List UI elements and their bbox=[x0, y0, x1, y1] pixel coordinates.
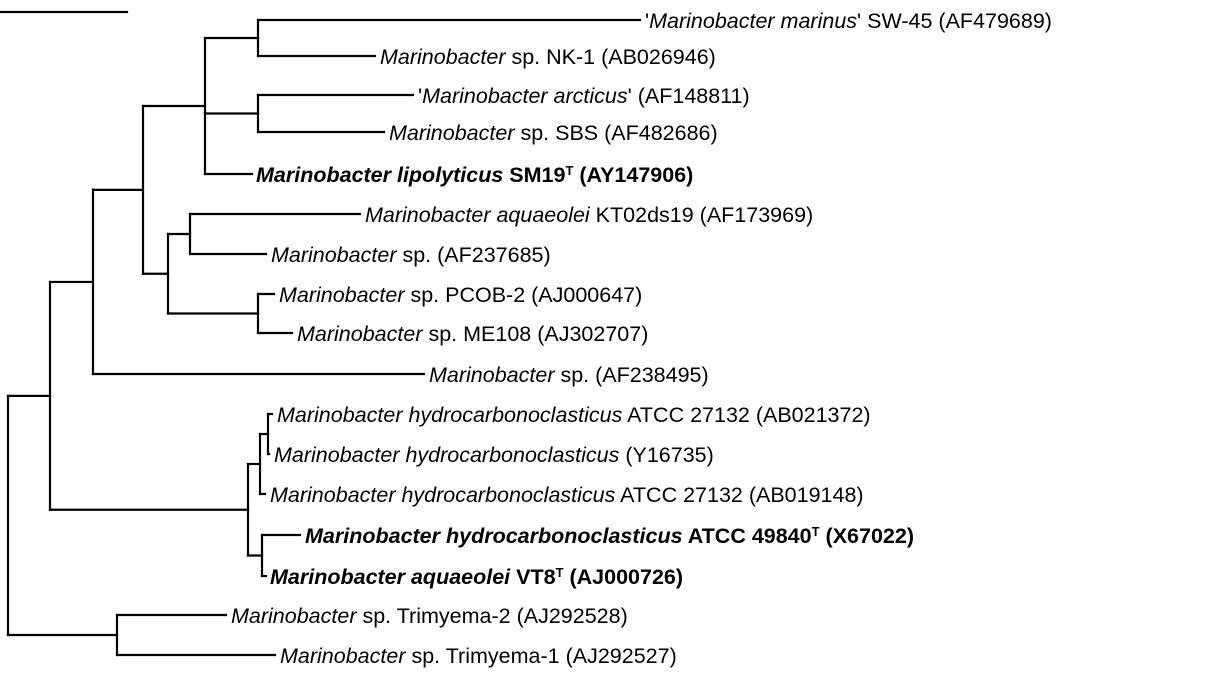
taxon-q: ' bbox=[418, 84, 422, 108]
taxon-genus: Marinobacter bbox=[389, 121, 515, 145]
taxon-label: Marinobacter sp. SBS (AF482686) bbox=[389, 121, 718, 145]
taxon-rest: sp. Trimyema-1 (AJ292527) bbox=[405, 644, 676, 668]
taxon-label: Marinobacter sp. PCOB-2 (AJ000647) bbox=[279, 283, 642, 307]
taxon-rest: ATCC 27132 (AB021372) bbox=[622, 403, 870, 427]
taxon-label: Marinobacter hydrocarbonoclasticus (Y167… bbox=[274, 443, 714, 467]
taxon-rest: sp. (AF238495) bbox=[554, 363, 708, 387]
taxon-rest: sp. SBS (AF482686) bbox=[514, 121, 717, 145]
taxon-label: Marinobacter sp. Trimyema-1 (AJ292527) bbox=[280, 644, 677, 668]
taxon-rest: (AY147906) bbox=[573, 163, 693, 187]
taxon-genus: Marinobacter hydrocarbonoclasticus bbox=[277, 403, 623, 427]
taxon-labels: 'Marinobacter marinus' SW-45 (AF479689) … bbox=[231, 9, 1052, 668]
taxon-genus: Marinobacter bbox=[231, 604, 357, 628]
taxon-rest: sp. Trimyema-2 (AJ292528) bbox=[356, 604, 627, 628]
taxon-label: Marinobacter aquaeolei VT8T (AJ000726) bbox=[270, 565, 683, 589]
taxon-genus: Marinobacter aquaeolei bbox=[365, 203, 591, 227]
taxon-genus: Marinobacter bbox=[297, 322, 423, 346]
taxon-rest: KT02ds19 (AF173969) bbox=[590, 203, 814, 227]
taxon-label: Marinobacter aquaeolei KT02ds19 (AF17396… bbox=[365, 203, 813, 227]
taxon-sup: T bbox=[556, 565, 564, 580]
taxon-genus: Marinobacter bbox=[279, 283, 405, 307]
taxon-rest: SW-45 (AF479689) bbox=[861, 9, 1052, 33]
taxon-label: Marinobacter hydrocarbonoclasticus ATCC … bbox=[277, 403, 871, 427]
taxon-sup: T bbox=[565, 163, 573, 178]
taxon-genus: Marinobacter bbox=[429, 363, 555, 387]
tree-branches bbox=[6, 18, 642, 657]
taxon-q: ' bbox=[645, 9, 649, 33]
taxon-rest: ATCC 27132 (AB019148) bbox=[615, 483, 863, 507]
taxon-genus: Marinobacter hydrocarbonoclasticus bbox=[274, 443, 620, 467]
taxon-sup: T bbox=[812, 524, 820, 539]
taxon-genus: Marinobacter hydrocarbonoclasticus bbox=[270, 483, 616, 507]
taxon-label: Marinobacter hydrocarbonoclasticus ATCC … bbox=[270, 483, 864, 507]
taxon-label: Marinobacter sp. ME108 (AJ302707) bbox=[297, 322, 648, 346]
taxon-genus: Marinobacter aquaeolei bbox=[270, 565, 511, 589]
taxon-genus: Marinobacter bbox=[280, 644, 406, 668]
taxon-rest: SM19 bbox=[503, 163, 565, 187]
taxon-rest: (X67022) bbox=[820, 524, 914, 548]
taxon-label: Marinobacter sp. NK-1 (AB026946) bbox=[380, 45, 716, 69]
taxon-label: Marinobacter sp. (AF237685) bbox=[271, 243, 551, 267]
taxon-q: ' bbox=[628, 84, 632, 108]
taxon-q: ' bbox=[857, 9, 861, 33]
taxon-rest: (AF148811) bbox=[632, 84, 750, 108]
taxon-rest: ATCC 49840 bbox=[683, 524, 812, 548]
taxon-genus: Marinobacter bbox=[271, 243, 397, 267]
taxon-label: 'Marinobacter marinus' SW-45 (AF479689) bbox=[645, 9, 1052, 33]
taxon-genus: Marinobacter bbox=[380, 45, 506, 69]
taxon-genus: Marinobacter marinus bbox=[649, 9, 857, 33]
taxon-rest: VT8 bbox=[510, 565, 555, 589]
taxon-rest: (Y16735) bbox=[619, 443, 713, 467]
taxon-rest: sp. ME108 (AJ302707) bbox=[422, 322, 648, 346]
taxon-genus: Marinobacter lipolyticus bbox=[256, 163, 503, 187]
taxon-label: Marinobacter lipolyticus SM19T (AY147906… bbox=[256, 163, 693, 187]
taxon-label: Marinobacter sp. Trimyema-2 (AJ292528) bbox=[231, 604, 628, 628]
taxon-rest: sp. PCOB-2 (AJ000647) bbox=[404, 283, 642, 307]
taxon-rest: sp. NK-1 (AB026946) bbox=[505, 45, 715, 69]
taxon-label: 'Marinobacter arcticus' (AF148811) bbox=[418, 84, 750, 108]
taxon-label: Marinobacter sp. (AF238495) bbox=[429, 363, 709, 387]
taxon-rest: (AJ000726) bbox=[564, 565, 684, 589]
taxon-rest: sp. (AF237685) bbox=[396, 243, 550, 267]
taxon-label: Marinobacter hydrocarbonoclasticus ATCC … bbox=[305, 524, 914, 548]
taxon-genus: Marinobacter hydrocarbonoclasticus bbox=[305, 524, 683, 548]
taxon-genus: Marinobacter arcticus bbox=[422, 84, 628, 108]
